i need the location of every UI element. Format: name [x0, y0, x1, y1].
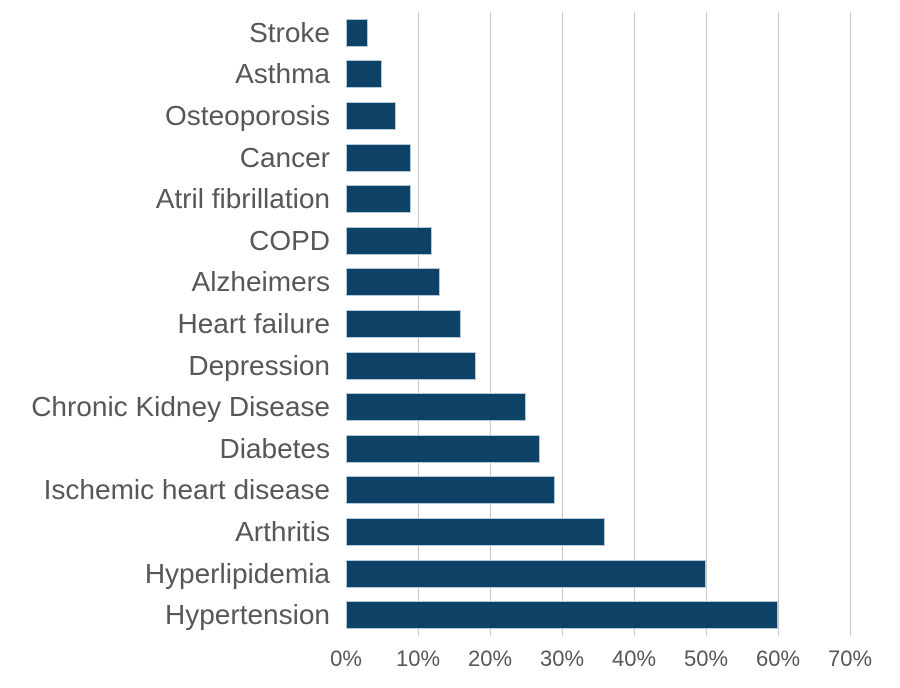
- category-label: Depression: [188, 349, 330, 381]
- category-label: Alzheimers: [191, 266, 330, 298]
- bar-hyperlipidemia: [346, 559, 706, 588]
- category-label: Chronic Kidney Disease: [31, 391, 330, 423]
- bar-alzheimers: [346, 268, 440, 297]
- bar-row: Diabetes: [0, 428, 900, 470]
- bar-track: [346, 95, 850, 137]
- category-label: Cancer: [239, 141, 330, 173]
- bar-row: Hyperlipidemia: [0, 553, 900, 595]
- category-label: Ischemic heart disease: [43, 474, 330, 506]
- bar-track: [346, 220, 850, 262]
- x-axis: 0% 10% 20% 30% 40% 50% 60% 70%: [330, 646, 872, 678]
- x-tick-label: 40%: [611, 646, 657, 671]
- category-label: Hypertension: [165, 599, 330, 631]
- bar-track: [346, 594, 850, 636]
- bar-diabetes: [346, 434, 541, 463]
- bar-cancer: [346, 143, 411, 172]
- bar-row: Heart failure: [0, 303, 900, 345]
- category-label: Asthma: [235, 58, 330, 90]
- x-tick-label: 30%: [539, 646, 585, 671]
- bar-hypertension: [346, 601, 778, 630]
- bar-track: [346, 345, 850, 387]
- bar-ischemic-heart-disease: [346, 476, 555, 505]
- category-label: Arthritis: [235, 515, 330, 547]
- bar-chronic-kidney-disease: [346, 393, 526, 422]
- category-label: COPD: [249, 224, 330, 256]
- x-tick-label: 60%: [755, 646, 801, 671]
- plot-area: Stroke Asthma Osteoporosis Cancer Atril fibr…: [0, 12, 900, 636]
- bar-track: [346, 12, 850, 54]
- bar-arthritis: [346, 517, 606, 546]
- bar-row: Cancer: [0, 137, 900, 179]
- bar-row: Atril fibrillation: [0, 178, 900, 220]
- category-label: Hyperlipidemia: [144, 557, 330, 589]
- bar-atril-fibrillation: [346, 185, 411, 214]
- bar-row: Stroke: [0, 12, 900, 54]
- bar-row: Arthritis: [0, 511, 900, 553]
- bar-track: [346, 178, 850, 220]
- bar-track: [346, 54, 850, 96]
- bar-track: [346, 262, 850, 304]
- bar-heart-failure: [346, 309, 462, 338]
- category-label: Diabetes: [219, 432, 330, 464]
- bar-row: Asthma: [0, 54, 900, 96]
- bar-row: Ischemic heart disease: [0, 470, 900, 512]
- bar-track: [346, 470, 850, 512]
- bar-asthma: [346, 60, 382, 89]
- bar-row: Hypertension: [0, 594, 900, 636]
- x-tick-label: 10%: [395, 646, 441, 671]
- category-label: Heart failure: [177, 307, 330, 339]
- bar-track: [346, 303, 850, 345]
- bar-copd: [346, 226, 433, 255]
- bar-osteoporosis: [346, 101, 397, 130]
- category-label: Osteoporosis: [165, 99, 330, 131]
- bar-depression: [346, 351, 476, 380]
- bar-row: Alzheimers: [0, 262, 900, 304]
- x-tick-label: 50%: [683, 646, 729, 671]
- category-label: Stroke: [249, 16, 330, 48]
- bar-row: Depression: [0, 345, 900, 387]
- x-tick-label: 0%: [330, 646, 362, 671]
- bar-stroke: [346, 18, 368, 47]
- bar-track: [346, 137, 850, 179]
- bar-track: [346, 511, 850, 553]
- x-tick-label: 20%: [467, 646, 513, 671]
- bar-row: COPD: [0, 220, 900, 262]
- x-tick-label: 70%: [827, 646, 873, 671]
- bar-row: Osteoporosis: [0, 95, 900, 137]
- bar-track: [346, 386, 850, 428]
- bar-track: [346, 428, 850, 470]
- bar-row: Chronic Kidney Disease: [0, 386, 900, 428]
- bar-track: [346, 553, 850, 595]
- category-label: Atril fibrillation: [155, 183, 330, 215]
